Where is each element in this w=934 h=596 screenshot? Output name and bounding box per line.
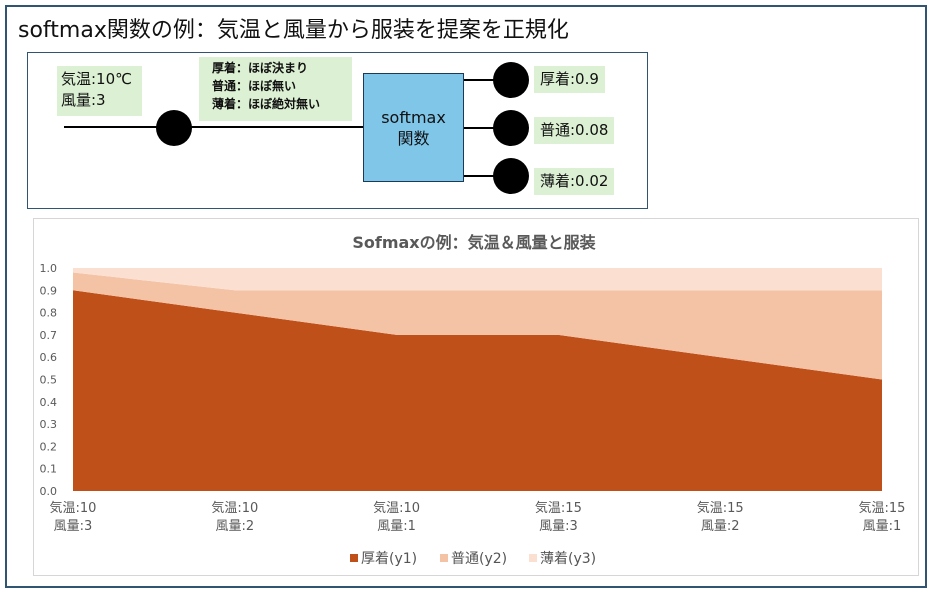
y-tick-label: 0.8 — [40, 307, 58, 320]
legend-label-heavy: 厚着(y1) — [361, 551, 418, 567]
softmax-label: softmax — [381, 108, 446, 127]
x-tick-label: 風量:2 — [701, 519, 740, 534]
legend-label-light: 薄着(y3) — [540, 551, 597, 567]
x-tick-label: 気温:10 — [373, 500, 420, 516]
x-tick-label: 風量:1 — [863, 519, 902, 534]
y-tick-label: 0.0 — [40, 485, 58, 498]
legend-item-heavy: 厚着(y1) — [350, 548, 417, 568]
input-wind: 風量:3 — [61, 91, 106, 109]
x-tick-label: 気温:15 — [859, 500, 906, 516]
legend-item-light: 薄着(y3) — [529, 548, 596, 568]
y-tick-label: 0.4 — [40, 396, 58, 409]
x-tick-label: 気温:15 — [535, 500, 582, 516]
function-label: 関数 — [397, 129, 430, 148]
area-series-normal — [73, 272, 882, 380]
legend-item-normal: 普通(y2) — [440, 548, 507, 568]
y-tick-label: 0.3 — [40, 418, 58, 431]
outer-frame — [5, 5, 927, 588]
x-tick-label: 風量:1 — [377, 519, 416, 534]
y-tick-label: 0.9 — [40, 284, 58, 297]
y-tick-label: 0.1 — [40, 463, 58, 476]
y-tick-label: 1.0 — [40, 262, 58, 275]
x-tick-label: 気温:10 — [211, 500, 258, 516]
class-description-label: 厚着：ほぼ決まり 普通：ほぼ無い 薄着：ほぼ絶対無い — [199, 57, 352, 121]
x-tick-label: 風量:3 — [539, 519, 578, 534]
x-tick-label: 風量:3 — [54, 519, 93, 534]
area-series-heavy — [73, 290, 882, 491]
output-label-light: 薄着:0.02 — [534, 168, 615, 195]
class-line-light: 薄着：ほぼ絶対無い — [212, 97, 321, 111]
area-series-light — [73, 268, 882, 291]
y-tick-label: 0.5 — [40, 374, 58, 387]
softmax-function-box: softmax 関数 — [363, 73, 464, 182]
legend-swatch-normal — [440, 554, 448, 562]
y-tick-label: 0.2 — [40, 440, 58, 453]
legend-label-normal: 普通(y2) — [451, 551, 508, 567]
output-node-1 — [493, 62, 529, 98]
output-node-2 — [493, 110, 529, 146]
input-temperature: 気温:10℃ — [61, 70, 132, 88]
output-label-normal: 普通:0.08 — [534, 117, 615, 144]
page-title: softmax関数の例：気温と風量から服装を提案を正規化 — [18, 18, 569, 43]
chart-title: Sofmaxの例：気温＆風量と服装 — [352, 233, 595, 252]
legend-swatch-heavy — [350, 554, 358, 562]
input-values-label: 気温:10℃ 風量:3 — [57, 66, 142, 116]
output-label-heavy: 厚着:0.9 — [534, 66, 605, 93]
y-tick-label: 0.6 — [40, 351, 58, 364]
class-line-heavy: 厚着：ほぼ決まり — [212, 61, 309, 75]
output-node-3 — [493, 158, 529, 194]
legend-swatch-light — [529, 554, 537, 562]
x-tick-label: 気温:10 — [50, 500, 97, 516]
input-node — [156, 110, 192, 146]
x-tick-label: 気温:15 — [697, 500, 744, 516]
class-line-normal: 普通：ほぼ無い — [212, 79, 297, 93]
x-tick-label: 風量:2 — [215, 519, 254, 534]
y-tick-label: 0.7 — [40, 329, 58, 342]
